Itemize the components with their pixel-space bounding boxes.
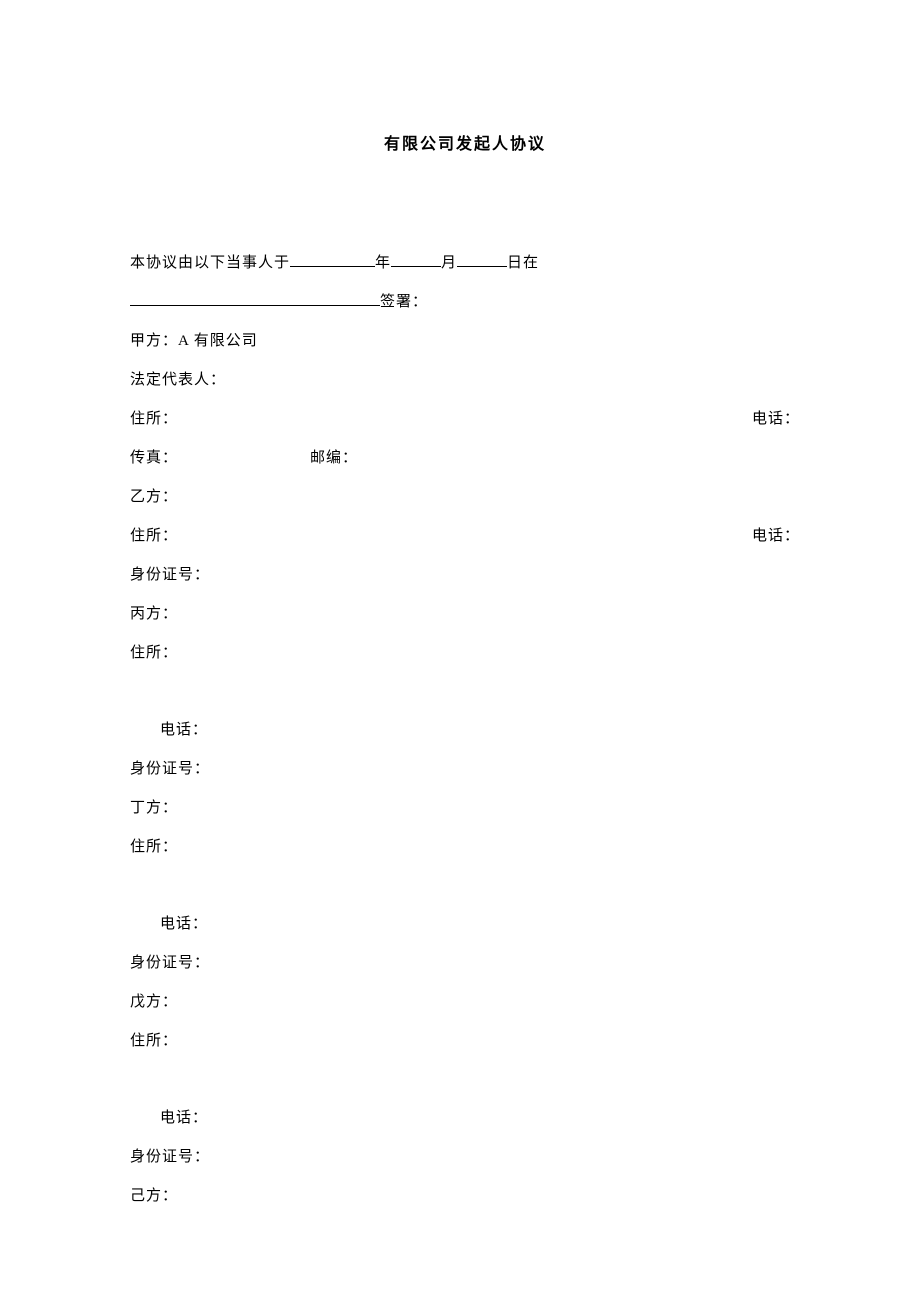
spacer-e <box>130 1061 800 1099</box>
party-e-address: 住所： <box>130 1022 800 1061</box>
party-b-id: 身份证号： <box>130 556 800 595</box>
address-label-d: 住所： <box>130 839 178 855</box>
party-d-line: 丁方： <box>130 789 800 828</box>
party-b-address-phone: 住所： 电话： <box>130 517 800 556</box>
phone-label-b: 电话： <box>752 517 800 556</box>
day-suffix: 日在 <box>507 255 539 271</box>
party-a-label: 甲方： <box>130 333 178 349</box>
sign-suffix: 签署： <box>380 294 428 310</box>
intro-prefix: 本协议由以下当事人于 <box>130 255 290 271</box>
document-page: 有限公司发起人协议 本协议由以下当事人于 年 月 日在 签署： 甲方：A 有限公司 法… <box>0 0 920 1276</box>
phone-label-d: 电话： <box>160 916 208 932</box>
phone-label-c: 电话： <box>160 722 208 738</box>
party-e-label: 戊方： <box>130 994 178 1010</box>
phone-label-e: 电话： <box>160 1110 208 1126</box>
postcode-label: 邮编： <box>310 439 358 478</box>
address-label-c: 住所： <box>130 645 178 661</box>
blank-year <box>290 266 375 267</box>
party-c-line: 丙方： <box>130 595 800 634</box>
party-e-line: 戊方： <box>130 983 800 1022</box>
party-b-label: 乙方： <box>130 489 178 505</box>
party-b-line: 乙方： <box>130 478 800 517</box>
party-c-address: 住所： <box>130 634 800 673</box>
party-e-phone: 电话： <box>130 1099 800 1138</box>
party-d-id: 身份证号： <box>130 944 800 983</box>
legal-rep-line: 法定代表人： <box>130 361 800 400</box>
spacer-d <box>130 867 800 905</box>
party-c-label: 丙方： <box>130 606 178 622</box>
blank-place <box>130 305 380 306</box>
party-c-phone: 电话： <box>130 711 800 750</box>
blank-month <box>391 266 441 267</box>
id-number-label-c: 身份证号： <box>130 761 210 777</box>
intro-line-2: 签署： <box>130 283 800 322</box>
legal-rep-label: 法定代表人： <box>130 372 226 388</box>
id-number-label-d: 身份证号： <box>130 955 210 971</box>
address-label-e: 住所： <box>130 1033 178 1049</box>
party-e-id: 身份证号： <box>130 1138 800 1177</box>
party-f-line: 己方： <box>130 1177 800 1216</box>
blank-day <box>457 266 507 267</box>
party-d-phone: 电话： <box>130 905 800 944</box>
party-d-label: 丁方： <box>130 800 178 816</box>
intro-line-1: 本协议由以下当事人于 年 月 日在 <box>130 244 800 283</box>
party-a-name: A 有限公司 <box>178 333 258 349</box>
address-label-b: 住所： <box>130 517 178 556</box>
party-a-address-phone: 住所： 电话： <box>130 400 800 439</box>
id-number-label-e: 身份证号： <box>130 1149 210 1165</box>
document-title: 有限公司发起人协议 <box>130 130 800 154</box>
spacer-c <box>130 673 800 711</box>
party-f-label: 己方： <box>130 1188 178 1204</box>
fax-label: 传真： <box>130 439 310 478</box>
month-suffix: 月 <box>441 255 457 271</box>
party-d-address: 住所： <box>130 828 800 867</box>
party-c-id: 身份证号： <box>130 750 800 789</box>
address-label: 住所： <box>130 400 178 439</box>
year-suffix: 年 <box>375 255 391 271</box>
party-a-line: 甲方：A 有限公司 <box>130 322 800 361</box>
id-number-label-b: 身份证号： <box>130 567 210 583</box>
party-a-fax-postcode: 传真： 邮编： <box>130 439 800 478</box>
phone-label: 电话： <box>752 400 800 439</box>
